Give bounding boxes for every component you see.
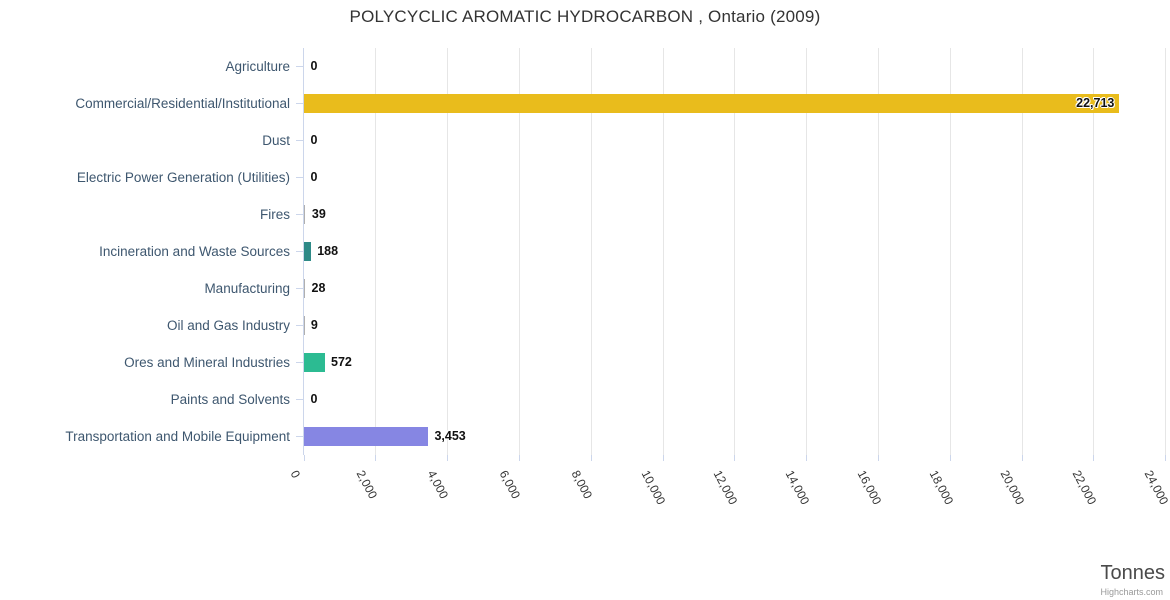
- x-axis-tick: [1021, 455, 1023, 461]
- bar[interactable]: [304, 279, 305, 298]
- category-axis-tick: [296, 251, 303, 252]
- category-label: Commercial/Residential/Institutional: [75, 96, 290, 111]
- category-label: Manufacturing: [204, 281, 290, 296]
- x-axis-tick: [662, 455, 664, 461]
- x-axis-tick-label: 20,000: [997, 468, 1028, 507]
- x-axis-tick-label: 0: [287, 468, 304, 481]
- x-axis-tick-label: 4,000: [425, 468, 452, 502]
- category-label: Transportation and Mobile Equipment: [65, 429, 290, 444]
- bar[interactable]: [304, 205, 306, 224]
- x-axis-tick: [303, 455, 305, 461]
- gridline: [1021, 48, 1023, 455]
- gridline: [1093, 48, 1095, 455]
- category-axis-tick: [296, 399, 303, 400]
- x-axis-tick-label: 22,000: [1069, 468, 1100, 507]
- gridline: [518, 48, 520, 455]
- category-axis-tick: [296, 214, 303, 215]
- gridline: [662, 48, 664, 455]
- value-label: 9: [310, 318, 318, 332]
- category-axis-tick: [296, 177, 303, 178]
- x-axis-tick: [590, 455, 592, 461]
- chart-title: POLYCYCLIC AROMATIC HYDROCARBON , Ontari…: [349, 7, 821, 26]
- x-axis-tick-label: 2,000: [353, 468, 380, 502]
- x-axis-tick: [1165, 455, 1167, 461]
- category-axis-tick: [296, 362, 303, 363]
- gridline: [734, 48, 736, 455]
- value-label: 39: [311, 207, 326, 221]
- gridline: [877, 48, 879, 455]
- x-axis-tick: [806, 455, 808, 461]
- gridline: [375, 48, 377, 455]
- category-label: Agriculture: [225, 59, 290, 74]
- x-axis-tick: [877, 455, 879, 461]
- x-axis-tick-label: 12,000: [710, 468, 741, 507]
- bar[interactable]: [304, 94, 1120, 113]
- gridline: [447, 48, 449, 455]
- value-label: 0: [310, 59, 318, 73]
- bar[interactable]: [304, 353, 325, 372]
- category-axis-tick: [296, 140, 303, 141]
- category-axis-line: [303, 48, 304, 455]
- x-axis-tick: [949, 455, 951, 461]
- value-label: 0: [310, 133, 318, 147]
- x-axis-tick-label: 18,000: [926, 468, 956, 507]
- x-axis-tick-label: 6,000: [496, 468, 524, 502]
- x-axis-tick: [518, 455, 520, 461]
- x-axis-tick: [375, 455, 377, 461]
- category-axis-tick: [296, 325, 303, 326]
- value-label: 28: [311, 281, 326, 295]
- category-label: Incineration and Waste Sources: [99, 244, 290, 259]
- gridline: [806, 48, 808, 455]
- category-axis-tick: [296, 288, 303, 289]
- bar[interactable]: [304, 242, 311, 261]
- category-label: Oil and Gas Industry: [166, 318, 290, 333]
- value-label: 0: [310, 170, 318, 184]
- gridline: [1165, 48, 1167, 455]
- bar[interactable]: [304, 427, 428, 446]
- highcharts-credits-link[interactable]: Highcharts.com: [1100, 587, 1163, 597]
- x-axis-tick-label: 14,000: [782, 468, 813, 507]
- x-axis-tick-label: 24,000: [1141, 468, 1170, 507]
- category-label: Ores and Mineral Industries: [124, 355, 290, 370]
- category-label: Electric Power Generation (Utilities): [76, 170, 290, 185]
- x-axis-tick: [734, 455, 736, 461]
- category-label: Dust: [262, 133, 290, 148]
- x-axis-tick: [1093, 455, 1095, 461]
- x-axis-tick: [447, 455, 449, 461]
- value-label: 188: [317, 244, 339, 258]
- gridline: [590, 48, 592, 455]
- value-label: 3,453: [434, 429, 466, 443]
- gridline: [949, 48, 951, 455]
- category-label: Paints and Solvents: [170, 392, 290, 407]
- value-label: 22,713: [1076, 96, 1115, 110]
- category-axis-tick: [296, 103, 303, 104]
- x-axis-tick-label: 10,000: [638, 468, 669, 507]
- x-axis-tick-label: 8,000: [568, 468, 596, 502]
- value-label: 0: [310, 392, 318, 406]
- value-axis-title: Tonnes: [1100, 562, 1166, 584]
- category-label: Fires: [260, 207, 290, 222]
- x-axis-tick-label: 16,000: [854, 468, 884, 507]
- category-axis-tick: [296, 66, 303, 67]
- value-label: 572: [331, 355, 352, 369]
- category-axis-tick: [296, 436, 303, 437]
